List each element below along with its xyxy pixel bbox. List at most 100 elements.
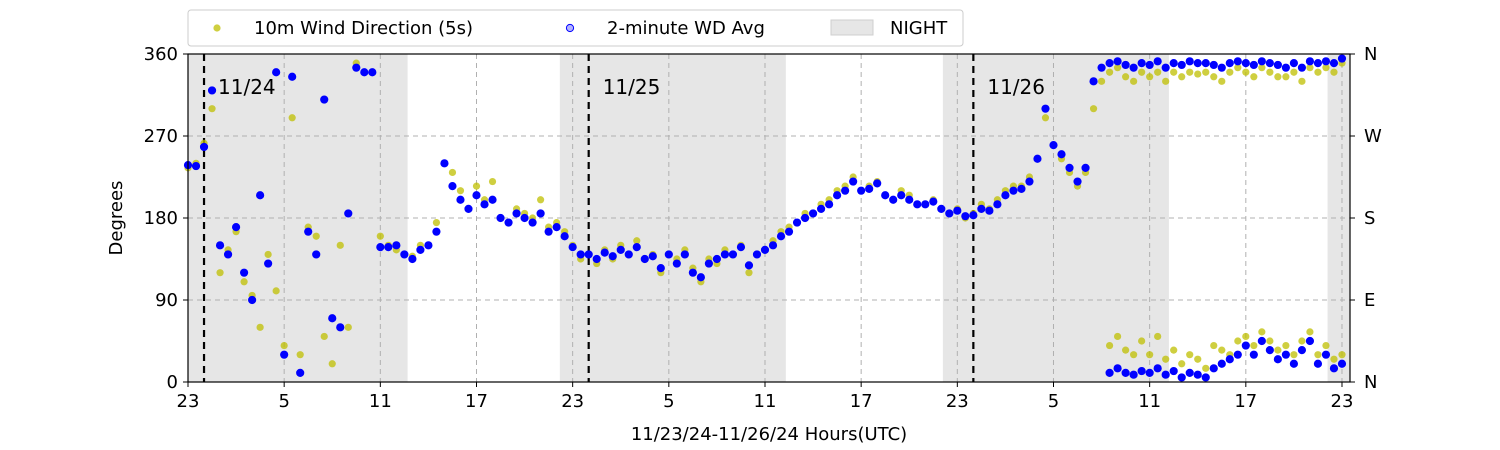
wind-direction-point <box>1138 68 1146 76</box>
wd-avg-point <box>1321 57 1331 66</box>
wind-direction-point <box>1258 328 1266 336</box>
wd-avg-point <box>376 243 385 252</box>
wd-avg-point <box>592 254 601 264</box>
wd-avg-point <box>448 182 457 191</box>
wd-avg-point <box>1105 368 1114 377</box>
y-tick-label: 180 <box>144 208 178 229</box>
wd-avg-point <box>1041 104 1050 113</box>
wd-avg-point <box>1217 63 1226 72</box>
wd-avg-point <box>1113 57 1122 66</box>
wind-direction-point <box>1306 328 1314 336</box>
wd-avg-point <box>1161 370 1170 379</box>
wind-direction-point <box>448 168 457 177</box>
night-band <box>1327 54 1350 382</box>
wd-avg-point <box>320 95 329 104</box>
legend-swatch-wind-direction <box>213 24 221 32</box>
wind-direction-point <box>280 341 288 350</box>
wd-avg-point <box>1137 59 1146 68</box>
wd-avg-point <box>1313 359 1323 368</box>
wind-direction-point <box>1242 332 1250 341</box>
wind-direction-point <box>328 360 336 368</box>
wd-avg-point <box>1145 60 1154 70</box>
wind-direction-point <box>344 323 352 331</box>
wd-avg-point <box>272 68 281 77</box>
wind-direction-point <box>1154 332 1162 341</box>
x-tick-label: 11 <box>754 391 777 412</box>
wind-direction-point <box>264 250 272 259</box>
wd-avg-point <box>1273 355 1282 364</box>
wd-avg-point <box>1313 59 1323 68</box>
wind-direction-point <box>1210 341 1218 350</box>
x-tick-label: 17 <box>850 391 873 412</box>
wind-direction-point <box>633 237 641 245</box>
wd-avg-point <box>199 142 209 152</box>
wd-avg-point <box>1193 370 1202 379</box>
wind-direction-point <box>1170 346 1178 354</box>
wind-direction-point <box>320 332 328 341</box>
wd-avg-point <box>1121 368 1130 377</box>
wind-direction-point <box>1314 68 1322 76</box>
x-tick-label: 5 <box>278 391 289 412</box>
wd-avg-point <box>344 209 353 218</box>
wd-avg-point <box>352 63 361 72</box>
wd-avg-point <box>728 250 738 259</box>
x-tick-label: 23 <box>177 391 200 412</box>
wd-avg-point <box>1233 57 1242 66</box>
wind-direction-point <box>1122 346 1130 354</box>
wind-direction-point <box>1162 355 1170 363</box>
wind-direction-point <box>537 196 545 204</box>
wd-avg-point <box>1153 364 1162 373</box>
x-tick-label: 23 <box>1331 391 1354 412</box>
wd-avg-point <box>945 209 954 218</box>
wd-avg-point <box>897 191 906 200</box>
wd-avg-point <box>1265 346 1274 355</box>
wd-avg-point <box>432 227 441 236</box>
compass-label: N <box>1364 372 1377 393</box>
wd-avg-point <box>969 211 978 220</box>
wind-direction-point <box>1130 77 1138 85</box>
wd-avg-point <box>1321 350 1331 359</box>
wd-avg-point <box>849 177 858 186</box>
wd-avg-point <box>464 204 473 213</box>
wd-avg-point <box>640 254 649 264</box>
wd-avg-point <box>312 250 321 259</box>
wd-avg-point <box>1225 355 1234 364</box>
wd-avg-point <box>1201 373 1210 382</box>
wd-avg-point <box>207 86 217 95</box>
wd-avg-point <box>905 195 914 204</box>
y-tick-label: 90 <box>155 290 178 311</box>
legend-swatch-wd-avg <box>565 23 575 33</box>
wind-direction-point <box>1122 73 1130 81</box>
wind-direction-point <box>256 323 264 331</box>
compass-label: W <box>1364 126 1382 147</box>
wd-avg-point <box>608 252 617 261</box>
x-tick-label: 17 <box>465 391 488 412</box>
wd-avg-point <box>1281 350 1290 359</box>
wind-direction-point <box>1186 351 1194 359</box>
wd-avg-point <box>1113 364 1122 373</box>
wd-avg-point <box>1049 141 1058 150</box>
wd-avg-point <box>1073 177 1082 186</box>
wind-direction-point <box>216 269 224 277</box>
wd-avg-point <box>800 213 810 223</box>
wind-direction-point <box>1306 64 1314 72</box>
wind-direction-point <box>1234 64 1242 72</box>
wind-direction-point <box>272 287 280 295</box>
wd-avg-point <box>1025 177 1034 186</box>
wd-avg-point <box>480 200 489 209</box>
wd-avg-point <box>1329 59 1339 68</box>
wd-avg-point <box>239 268 249 277</box>
wd-avg-point <box>1129 370 1138 379</box>
wd-avg-point <box>656 264 665 273</box>
wd-avg-point <box>672 259 681 268</box>
wind-direction-point <box>1202 68 1210 76</box>
wd-avg-point <box>392 241 401 250</box>
wd-avg-point <box>881 191 890 200</box>
wind-direction-point <box>1298 77 1306 85</box>
wind-direction-point <box>1266 68 1274 76</box>
wd-avg-point <box>280 350 289 359</box>
series-2-minute-wd-avg <box>183 54 1347 382</box>
wd-avg-point <box>384 243 393 252</box>
wd-avg-point <box>913 200 922 209</box>
